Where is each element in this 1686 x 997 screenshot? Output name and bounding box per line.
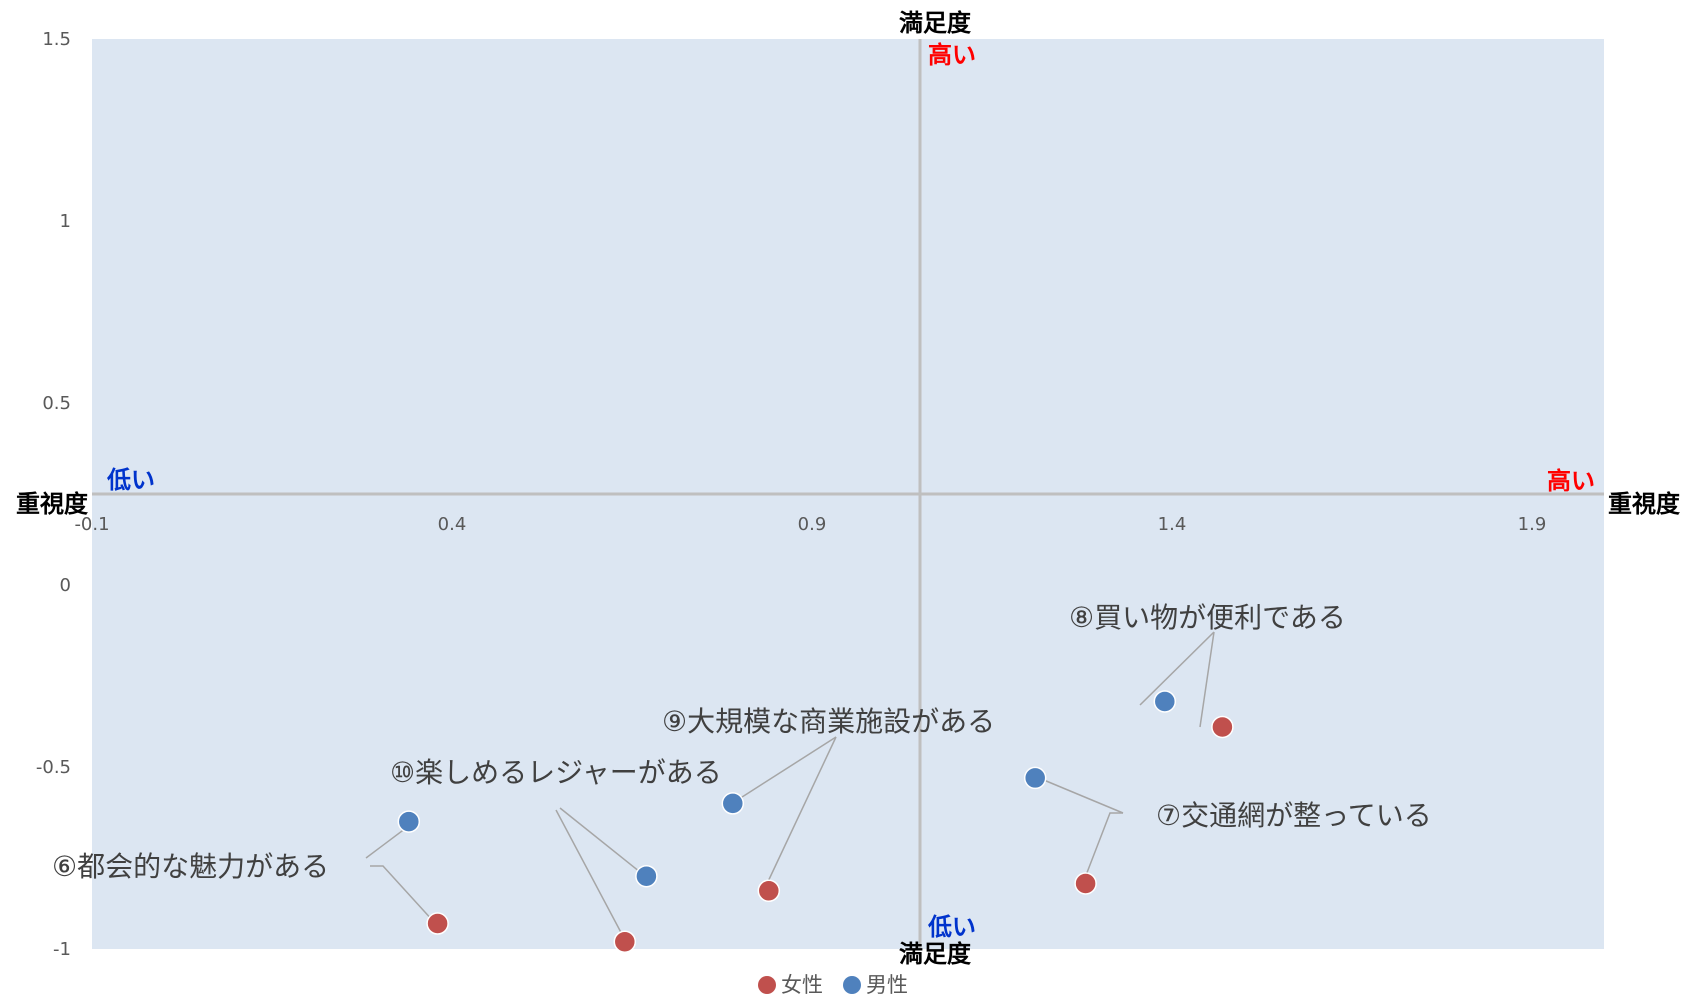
x-axis-high-label: 高い <box>1547 467 1595 495</box>
legend-marker-male <box>843 976 861 994</box>
data-points <box>397 690 1234 953</box>
leader-lines <box>365 631 1215 941</box>
data-point <box>1023 766 1047 790</box>
data-point <box>1074 872 1097 895</box>
x-tick-label: 0.9 <box>798 514 827 535</box>
y-tick-label: -0.5 <box>36 757 71 778</box>
y-axis-title-bottom: 満足度 <box>899 940 972 968</box>
x-tick-label: 1.9 <box>1518 514 1547 535</box>
y-tick-label: 1 <box>60 211 71 232</box>
x-axis-title-right: 重視度 <box>1608 490 1681 518</box>
data-point <box>1211 715 1234 739</box>
y-tick-label: -1 <box>53 939 71 960</box>
data-point <box>635 864 658 888</box>
data-label: ⑦交通網が整っている <box>1156 799 1432 832</box>
data-label: ⑧買い物が便利である <box>1069 601 1346 634</box>
legend-label-male: 男性 <box>866 973 908 997</box>
legend-label-female: 女性 <box>781 973 823 997</box>
x-tick-label: 1.4 <box>1158 514 1187 535</box>
data-point <box>1153 690 1177 713</box>
y-tick-labels: 1.5 1 0.5 0 -0.5 -1 <box>36 29 71 960</box>
x-tick-label: 0.4 <box>438 514 467 535</box>
y-axis-high-label: 高い <box>928 41 976 69</box>
data-point <box>613 930 637 953</box>
leader-line <box>1082 812 1123 884</box>
x-axis-low-label: 低い <box>106 466 155 494</box>
data-point <box>397 810 421 833</box>
y-axis-title-top: 満足度 <box>899 9 972 37</box>
x-axis-title-left: 重視度 <box>16 490 89 518</box>
x-tick-labels: -0.1 0.4 0.9 1.4 1.9 <box>74 514 1546 535</box>
leader-line <box>559 807 651 881</box>
data-point <box>426 912 449 935</box>
leader-line <box>1199 631 1215 728</box>
y-tick-label: 1.5 <box>42 29 71 50</box>
data-point <box>721 792 745 815</box>
data-label: ⑨大規模な商業施設がある <box>662 705 995 738</box>
x-tick-label: -0.1 <box>74 514 109 535</box>
leader-line <box>1038 777 1124 814</box>
leader-line <box>727 736 837 807</box>
y-tick-label: 0 <box>60 575 71 596</box>
leader-line <box>1139 631 1215 706</box>
data-point <box>757 879 781 903</box>
leader-line <box>370 865 435 923</box>
leader-line <box>555 809 626 941</box>
y-axis-low-label: 低い <box>927 913 976 941</box>
data-label: ⑩楽しめるレジャーがある <box>390 756 722 789</box>
data-label: ⑥都会的な魅力がある <box>52 850 329 883</box>
leader-line <box>764 736 837 889</box>
y-tick-label: 0.5 <box>42 393 71 414</box>
legend-marker-female <box>758 976 776 994</box>
legend: 女性 男性 <box>758 973 908 997</box>
